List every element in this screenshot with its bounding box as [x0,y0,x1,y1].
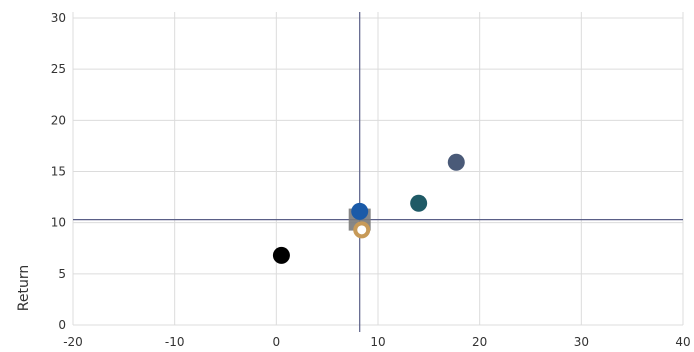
data-point[interactable] [410,194,428,212]
x-tick-label: 30 [574,335,589,349]
data-points [272,153,465,264]
y-tick-label: 20 [51,113,66,127]
y-tick-label: 5 [58,267,66,281]
y-tick-label: 0 [58,318,66,332]
data-point[interactable] [351,202,369,220]
data-point[interactable] [272,246,290,264]
x-tick-label: 20 [472,335,487,349]
tick-labels: 0 5 10 15 20 25 30 -20 -10 0 10 20 30 40 [51,11,691,349]
x-tick-label: 0 [273,335,281,349]
grid-layer [72,12,684,326]
y-tick-label: 10 [51,216,66,230]
y-axis-label: Return [16,265,32,311]
reference-lines [73,12,683,332]
x-tick-label: -20 [63,335,83,349]
y-tick-label: 15 [51,165,66,179]
y-tick-label: 25 [51,62,66,76]
x-tick-label: 10 [370,335,385,349]
data-point-ring[interactable] [353,221,371,239]
y-tick-label: 30 [51,11,66,25]
x-tick-label: -10 [165,335,185,349]
data-point[interactable] [447,153,465,171]
x-tick-label: 40 [675,335,690,349]
